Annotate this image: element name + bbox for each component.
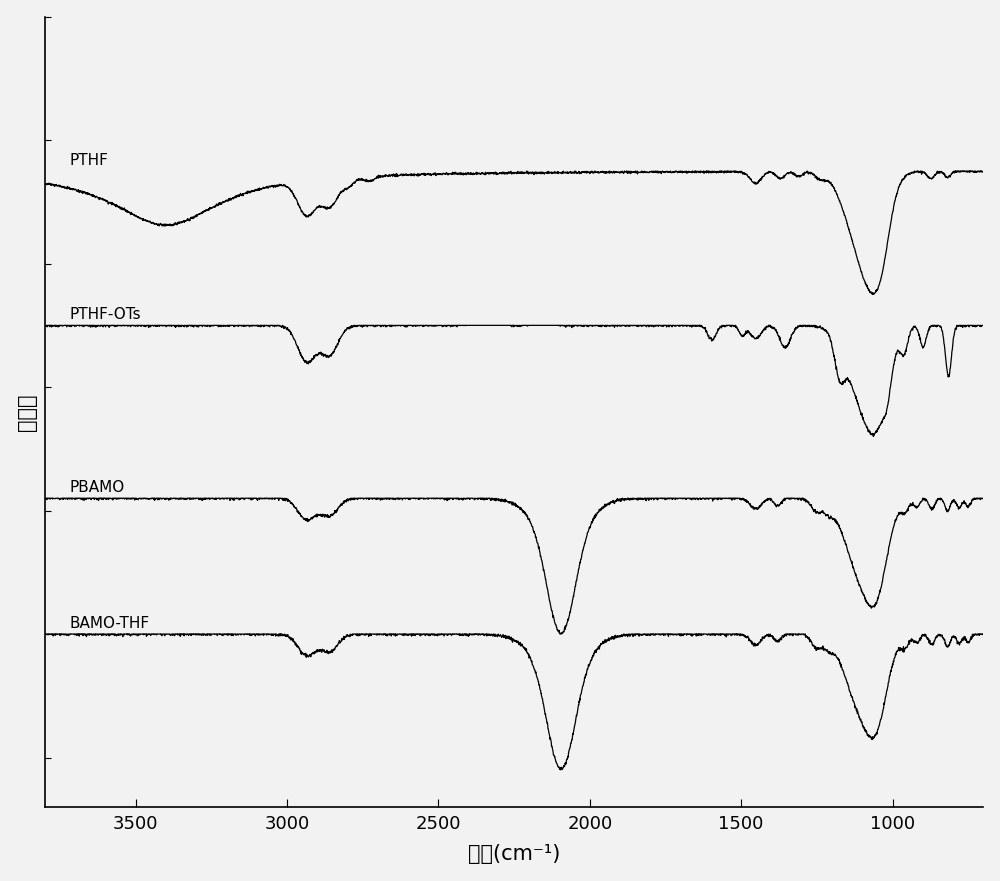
X-axis label: 波数(cm⁻¹): 波数(cm⁻¹) — [468, 844, 560, 864]
Text: BAMO-THF: BAMO-THF — [69, 616, 149, 631]
Text: PTHF: PTHF — [69, 153, 108, 168]
Y-axis label: 透过率: 透过率 — [17, 393, 37, 431]
Text: PTHF-OTs: PTHF-OTs — [69, 307, 141, 322]
Text: PBAMO: PBAMO — [69, 480, 124, 495]
